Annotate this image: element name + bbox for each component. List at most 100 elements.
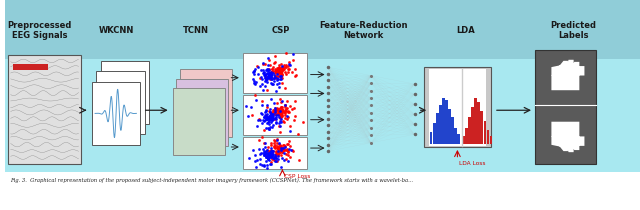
Point [275,68,285,72]
Point [273,147,283,150]
Point [276,71,286,75]
Point [269,138,279,142]
Point [265,154,275,157]
Point [281,109,291,113]
Point [266,113,276,116]
Point [266,75,276,78]
Point [281,107,291,110]
Point [266,116,276,119]
Point [271,79,282,82]
Point [274,66,284,69]
Point [275,152,285,155]
Point [265,154,275,157]
Point [276,113,287,116]
Point [249,79,259,82]
Point [266,144,276,147]
Point [266,115,276,118]
Point [264,154,275,158]
Point [276,66,286,70]
Point [263,75,273,78]
Point [270,67,280,71]
Point [267,150,277,153]
Point [262,67,272,71]
Point [264,117,275,120]
Point [253,119,263,122]
Point [264,74,275,78]
Point [278,147,289,151]
Point [261,117,271,120]
FancyBboxPatch shape [101,61,149,124]
Point [260,153,270,156]
Point [275,110,285,113]
Point [262,127,273,130]
Point [273,147,283,150]
Point [275,148,285,152]
Point [263,152,273,155]
Point [274,143,284,146]
Point [266,160,276,164]
Point [257,163,268,167]
Point [276,62,286,65]
Point [273,111,284,114]
Point [261,113,271,116]
Point [276,153,286,156]
Point [261,116,271,119]
Point [280,109,290,112]
Point [275,71,285,74]
Point [275,67,285,71]
Point [265,110,275,113]
FancyBboxPatch shape [5,0,640,172]
Point [275,125,285,128]
Point [288,150,298,153]
Point [271,121,282,124]
Point [276,68,287,71]
Point [277,69,287,72]
Point [273,70,284,74]
Point [276,165,286,168]
Point [259,70,269,73]
Point [274,66,284,69]
Point [273,74,284,78]
Point [285,144,295,148]
Point [277,108,287,111]
Point [276,106,287,109]
Point [284,139,294,143]
Point [269,155,280,158]
Point [276,70,286,73]
Point [265,115,275,118]
Point [275,106,285,110]
Point [249,81,259,84]
Point [244,156,255,159]
Point [270,143,280,147]
Point [264,128,274,131]
Point [252,124,262,127]
Point [273,113,283,116]
Point [277,156,287,159]
Point [289,119,300,122]
Point [263,63,273,66]
Point [280,106,291,109]
Point [264,77,275,80]
Point [262,117,272,120]
Point [269,76,279,79]
Point [256,68,266,72]
Point [267,71,277,74]
Point [255,158,266,161]
Point [260,73,271,76]
Point [259,68,269,72]
Point [274,68,284,72]
Point [274,148,284,152]
Point [256,151,266,155]
Point [275,68,285,71]
Point [266,74,276,77]
Point [261,69,271,72]
Bar [451,117,454,144]
Point [264,69,274,72]
Point [294,158,304,162]
Point [275,68,285,71]
Point [283,149,293,152]
FancyBboxPatch shape [243,52,307,93]
Text: LDA: LDA [456,26,475,35]
Point [276,144,287,147]
Point [258,152,268,155]
